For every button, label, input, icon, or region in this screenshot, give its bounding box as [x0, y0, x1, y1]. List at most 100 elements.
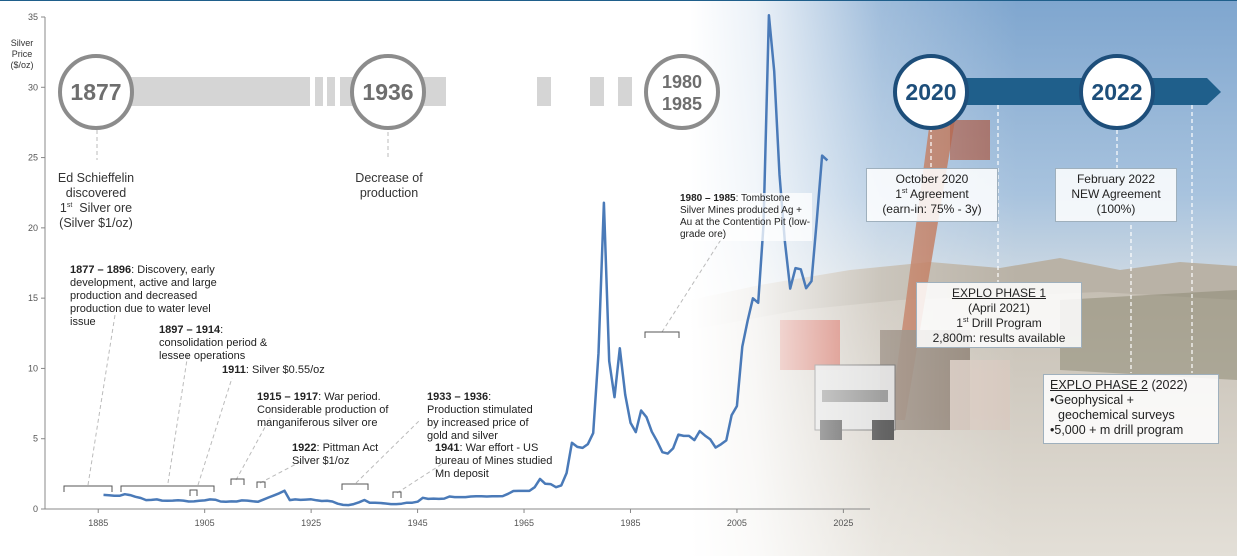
y-tick-label: 30	[28, 82, 38, 92]
annotation-year: 1980 – 1985	[680, 193, 736, 204]
y-tick-label: 25	[28, 153, 38, 163]
box-phase2-item2: geochemical surveys	[1058, 408, 1175, 422]
annotation-year: 1922	[292, 442, 317, 454]
box-phase1-line1: (April 2021)	[967, 301, 1031, 315]
node-label-line: 1985	[662, 94, 702, 114]
caption-1877-ore: Silver ore	[79, 201, 133, 215]
x-ticks: 1885 1905 1925 1945 1965 1985 2005 2025	[88, 509, 853, 528]
box-oct-line2: 1st Agreement	[873, 187, 991, 202]
box-phase1-line2: 1st Drill Program	[923, 316, 1075, 331]
caption-1877-line2: discovered	[65, 186, 127, 200]
y-tick-label: 10	[28, 363, 38, 373]
box-february-2022: February 2022 NEW Agreement (100%)	[1055, 168, 1177, 222]
box-feb-line3: (100%)	[1096, 202, 1136, 216]
node-label-1980-1985: 1980 1985	[662, 72, 702, 114]
node-label-2022: 2022	[1091, 79, 1142, 105]
period-brackets	[63, 331, 680, 498]
annotation-1922: 1922: Pittman Act Silver $1/oz	[292, 442, 382, 468]
caption-1936: Decrease of production	[333, 171, 445, 201]
box-oct-ord: 1	[895, 187, 902, 201]
y-axis-label-line1: Silver	[10, 38, 34, 48]
annotation-year: 1911	[222, 364, 246, 376]
box-oct-line2-text: Agreement	[907, 187, 969, 201]
annotation-1941: 1941: War effort - US bureau of Mines st…	[435, 442, 570, 481]
annotation-text: : Silver $0.55/oz	[245, 364, 325, 376]
y-axis-label-line3: ($/oz)	[10, 60, 34, 70]
box-october-2020: October 2020 1st Agreement (earn-in: 75%…	[866, 168, 998, 222]
box-oct-line3: (earn-in: 75% - 3y)	[882, 202, 982, 216]
node-label-line: 1980	[662, 72, 702, 92]
y-axis-label-line2: Price	[11, 49, 33, 59]
annotation-text: : War period. Considerable production of…	[257, 391, 389, 429]
x-tick-label: 1965	[514, 518, 534, 528]
annotation-1897-1914: 1897 – 1914: consolidation period & less…	[159, 324, 289, 363]
annotation-year: 1915 – 1917	[257, 391, 319, 403]
x-tick-label: 1985	[620, 518, 640, 528]
caption-1877-line3: 1st Silver ore	[40, 201, 152, 216]
box-oct-sup: st	[901, 188, 908, 195]
caption-1877-line1: Ed Schieffelin	[57, 171, 135, 185]
box-phase1-line2-text: Drill Program	[968, 316, 1042, 330]
box-phase1-sup: st	[962, 317, 969, 324]
timeline-circle-1877: 1877	[58, 54, 134, 130]
annotation-year: 1877 – 1896	[70, 264, 132, 276]
x-tick-label: 2025	[833, 518, 853, 528]
node-label-1936: 1936	[362, 79, 413, 105]
x-tick-label: 2005	[727, 518, 747, 528]
timeline-circle-1936: 1936	[350, 54, 426, 130]
annotation-text: : Pittman Act Silver $1/oz	[292, 442, 379, 467]
y-tick-label: 15	[28, 293, 38, 303]
box-phase2-item1: •Geophysical +	[1050, 393, 1134, 407]
y-axis-label: Silver Price ($/oz)	[4, 38, 40, 71]
timeline-grey-bar	[120, 77, 632, 106]
y-tick-label: 35	[28, 12, 38, 22]
box-phase2-title-line: EXPLO PHASE 2 (2022)	[1050, 378, 1212, 393]
annotation-1933-1936: 1933 – 1936: Production stimulated by in…	[427, 391, 542, 443]
box-phase2-title: EXPLO PHASE 2	[1050, 378, 1148, 392]
annotation-leaders	[87, 130, 723, 494]
y-tick-label: 0	[33, 504, 38, 514]
x-tick-label: 1945	[408, 518, 428, 528]
caption-1877-ord: 1	[59, 201, 67, 215]
box-phase1-title: EXPLO PHASE 1	[951, 286, 1047, 300]
caption-1877-line4: (Silver $1/oz)	[59, 216, 133, 230]
box-feb-line2: NEW Agreement	[1071, 187, 1161, 201]
box-feb-line1: February 2022	[1076, 172, 1156, 186]
annotation-1877-1896: 1877 – 1896: Discovery, early developmen…	[70, 264, 238, 329]
box-phase2-item3: •5,000 + m drill program	[1050, 423, 1184, 437]
x-tick-label: 1905	[195, 518, 215, 528]
annotation-1911: 1911: Silver $0.55/oz	[222, 364, 332, 377]
y-tick-label: 20	[28, 223, 38, 233]
annotation-text: : Discovery, early development, active a…	[70, 264, 217, 328]
annotation-1915-1917: 1915 – 1917: War period. Considerable pr…	[257, 391, 389, 430]
timeline-circle-2022: 2022	[1079, 54, 1155, 130]
annotation-1980-1985: 1980 – 1985: Tombstone Silver Mines prod…	[680, 193, 812, 241]
node-label-1877: 1877	[70, 79, 121, 105]
annotation-text: : War effort - US bureau of Mines studie…	[435, 442, 553, 480]
box-explo-phase-1: EXPLO PHASE 1 (April 2021) 1st Drill Pro…	[916, 282, 1082, 348]
annotation-year: 1941	[435, 442, 460, 454]
annotation-text: : consolidation period & lessee operatio…	[159, 324, 268, 362]
axes: 1885 1905 1925 1945 1965 1985 2005 2025 0510152…	[28, 12, 870, 528]
x-tick-label: 1925	[301, 518, 321, 528]
annotation-year: 1933 – 1936	[427, 391, 489, 403]
annotation-text: : Tombstone Silver Mines produced Ag + A…	[680, 193, 811, 240]
box-phase1-ord: 1	[956, 316, 963, 330]
caption-1936-line1: Decrease of	[355, 171, 423, 185]
box-explo-phase-2: EXPLO PHASE 2 (2022) •Geophysical + geoc…	[1043, 374, 1219, 444]
silver-price-line	[103, 14, 829, 507]
phase-leaders	[930, 105, 1193, 373]
annotation-year: 1897 – 1914	[159, 324, 221, 336]
caption-1936-line2: production	[359, 186, 419, 200]
caption-1877: Ed Schieffelin discovered 1st Silver ore…	[40, 171, 152, 231]
box-phase1-line3: 2,800m: results available	[932, 331, 1066, 345]
y-ticks: 0 5 10 15 20 25 30 35	[28, 12, 45, 514]
box-oct-line1: October 2020	[895, 172, 969, 186]
timeline-circle-1980: 1980 1985	[644, 54, 720, 130]
node-label-2020: 2020	[905, 79, 956, 105]
x-tick-label: 1885	[88, 518, 108, 528]
annotation-text: : Production stimulated by increased pri…	[427, 391, 533, 442]
y-tick-label: 5	[33, 434, 38, 444]
